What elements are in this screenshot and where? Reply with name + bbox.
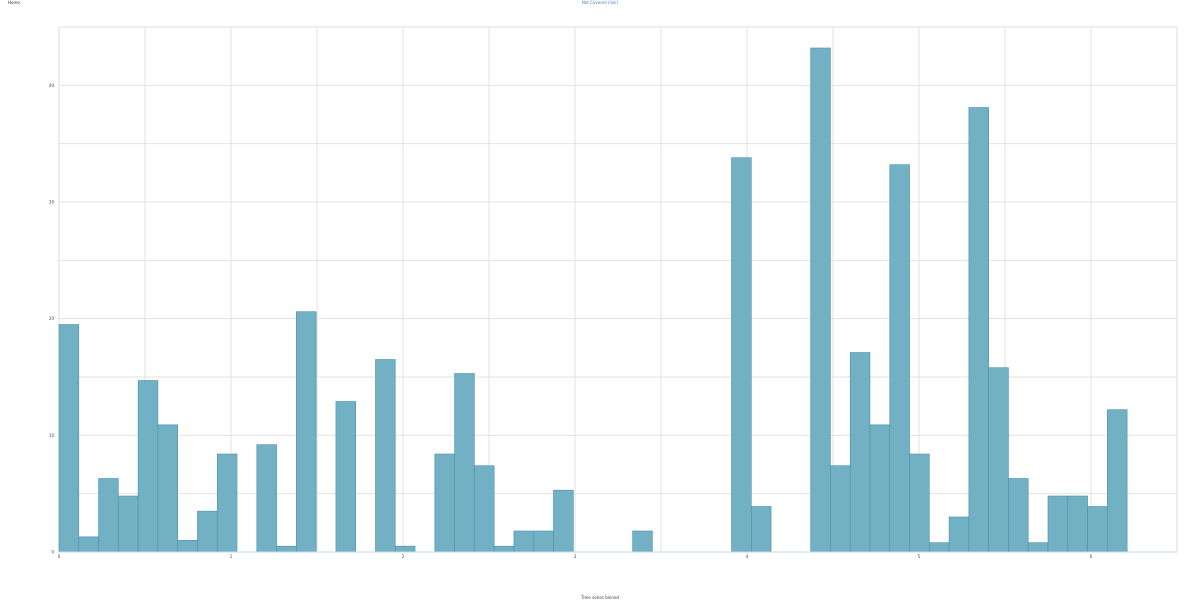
histogram-bar <box>157 424 178 553</box>
histogram-bar <box>533 530 554 553</box>
histogram-bar <box>474 465 495 553</box>
histogram-bar <box>434 453 455 553</box>
histogram-bar <box>197 510 218 553</box>
histogram-bar <box>335 401 357 553</box>
histogram-bar <box>632 530 653 553</box>
histogram-bar <box>948 516 970 553</box>
y-tick-label: 40 <box>49 83 55 88</box>
x-tick-label: 4 <box>746 554 749 559</box>
histogram-bar <box>810 47 831 553</box>
histogram-bar <box>988 367 1009 553</box>
histogram-bar <box>98 478 119 553</box>
histogram-bar <box>58 324 80 553</box>
x-tick-label: 2 <box>402 554 405 559</box>
x-tick-label: 6 <box>1090 554 1093 559</box>
y-tick-label: 10 <box>49 433 55 438</box>
histogram-bar <box>375 359 396 553</box>
histogram-bar <box>731 157 752 553</box>
y-tick-label: 20 <box>49 316 55 321</box>
histogram-bar <box>968 107 989 553</box>
x-axis-label: Time series binned <box>581 595 619 600</box>
histogram-bar <box>1107 409 1128 553</box>
y-tick-label: 30 <box>49 200 55 205</box>
histogram-bar <box>869 424 891 553</box>
chart-title[interactable]: Not Covered (link) <box>581 0 619 5</box>
x-tick-label: 3 <box>574 554 577 559</box>
histogram-bar <box>889 164 910 553</box>
histogram-bar <box>454 373 475 553</box>
home-link[interactable]: Home <box>8 0 20 5</box>
x-tick-label: 5 <box>918 554 921 559</box>
y-tick-label: 0 <box>51 550 54 555</box>
histogram-bar <box>78 536 99 553</box>
histogram-bar <box>1087 506 1108 553</box>
histogram-bar <box>513 530 535 553</box>
histogram-bar <box>256 444 277 553</box>
histogram-bar <box>493 545 515 553</box>
histogram-bar <box>1008 478 1029 553</box>
histogram-bar <box>137 380 159 553</box>
histogram-bar <box>849 352 871 553</box>
histogram-bar <box>909 453 930 553</box>
histogram-bar <box>1027 542 1049 553</box>
histogram-bar <box>394 545 416 553</box>
histogram-bar <box>1047 495 1069 553</box>
histogram-bar <box>929 542 950 553</box>
histogram-bar <box>1067 495 1088 553</box>
x-tick-label: 0 <box>58 554 61 559</box>
histogram-bar <box>216 453 238 553</box>
histogram-bar <box>750 506 772 553</box>
x-tick-label: 1 <box>230 554 233 559</box>
histogram-bar <box>553 489 574 553</box>
histogram-bar <box>830 465 851 553</box>
histogram-bar <box>177 540 198 553</box>
histogram-bar <box>118 495 139 553</box>
histogram-bar <box>276 545 297 553</box>
histogram-bar <box>296 311 317 553</box>
